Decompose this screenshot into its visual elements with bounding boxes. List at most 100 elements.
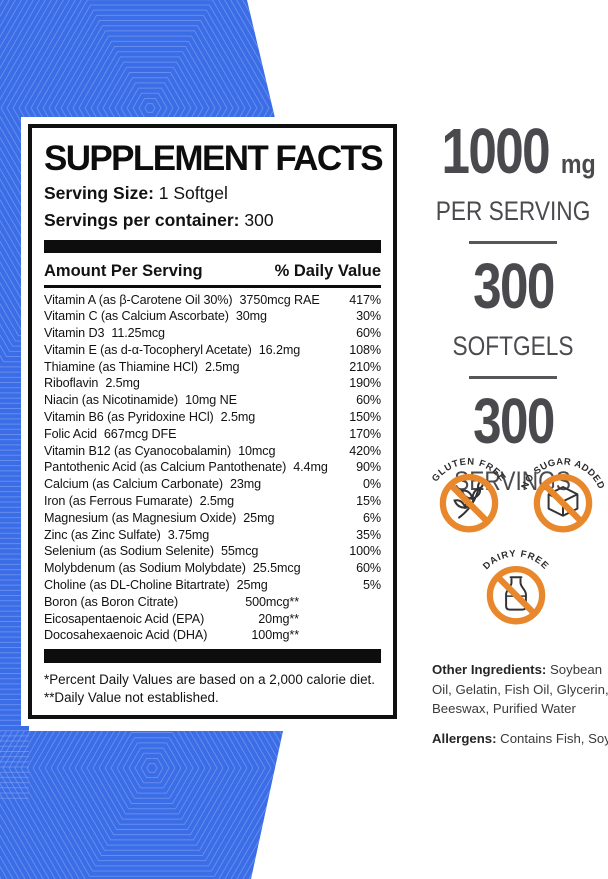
nutrient-daily-value: 90% xyxy=(356,460,381,475)
other-ingredients-text: Other Ingredients: Soybean Oil, Gelatin,… xyxy=(432,660,608,719)
servings-per-container-value: 300 xyxy=(244,210,274,230)
dietary-badges: GLUTEN FREE NO SUGAR ADDED xyxy=(424,450,608,634)
other-ingredients-value: Soybean Oil, Gelatin, Fish Oil, Glycerin… xyxy=(432,662,608,716)
no-slash xyxy=(448,482,490,524)
nutrient-row: Magnesium (as Magnesium Oxide) 25mg 6% xyxy=(44,510,381,527)
separator-bar xyxy=(44,649,381,664)
nutrient-name: Zinc (as Zinc Sulfate) xyxy=(44,527,161,542)
nutrient-row: Vitamin B6 (as Pyridoxine HCl) 2.5mg 150% xyxy=(44,409,381,426)
nutrient-daily-value: 15% xyxy=(356,494,381,509)
nutrient-row: Vitamin A (as β-Carotene Oil 30%) 3750mcg… xyxy=(44,292,381,309)
nutrient-amount: 2.5mg xyxy=(199,494,235,509)
nutrient-row: Zinc (as Zinc Sulfate) 3.75mg 35% xyxy=(44,527,381,544)
nutrient-daily-value: 60% xyxy=(356,326,381,341)
nutrient-row: Vitamin C (as Calcium Ascorbate) 30mg 30% xyxy=(44,308,381,325)
nutrient-rows: Vitamin A (as β-Carotene Oil 30%) 3750mcg… xyxy=(44,292,381,645)
allergens-text: Allergens: Contains Fish, Soy xyxy=(432,729,608,749)
nutrient-amount: 500mcg** xyxy=(245,594,299,609)
panel-title: SUPPLEMENT FACTS xyxy=(44,139,384,178)
nutrient-daily-value: 5% xyxy=(362,578,381,593)
header-rule xyxy=(44,285,381,288)
other-ingredients-label: Other Ingredients: xyxy=(432,662,547,677)
footnote-line: **Daily Value not established. xyxy=(44,690,219,706)
nutrient-name: Vitamin C (as Calcium Ascorbate) xyxy=(44,309,229,324)
nutrient-amount: 2.5mg xyxy=(105,376,140,391)
nutrient-daily-value: 420% xyxy=(349,443,381,458)
nutrient-daily-value: 417% xyxy=(349,292,381,307)
softgels-caption: SOFTGELS xyxy=(452,331,574,361)
per-serving-amount: 1000 xyxy=(441,115,550,187)
nutrient-row: Thiamine (as Thiamine HCl) 2.5mg 210% xyxy=(44,359,381,376)
per-serving-stat: 1000 mg PER SERVING xyxy=(418,115,608,226)
nutrient-row: Vitamin D3 11.25mcg 60% xyxy=(44,325,381,342)
serving-size-label: Serving Size: xyxy=(44,183,154,203)
nutrient-daily-value: 190% xyxy=(349,376,381,391)
softgels-count: 300 xyxy=(472,250,555,322)
per-serving-caption: PER SERVING xyxy=(435,196,591,226)
nutrient-amount: 25mg xyxy=(243,510,275,525)
no-ring xyxy=(486,565,546,625)
servings-count: 300 xyxy=(472,385,555,457)
nutrient-daily-value: 170% xyxy=(349,426,381,441)
softgels-stat: 300 SOFTGELS xyxy=(418,250,608,361)
nutrient-daily-value: 150% xyxy=(349,410,381,425)
nutrient-amount: 20mg** xyxy=(258,611,299,626)
dairy-free-badge: DAIRY FREE xyxy=(481,548,550,625)
nutrient-name: Pantothenic Acid (as Calcium Pantothenat… xyxy=(44,460,287,475)
nutrient-amount: 2.5mg xyxy=(220,410,256,425)
nutrient-name: Choline (as DL-Choline Bitartrate) xyxy=(44,578,230,593)
no-slash xyxy=(542,482,584,524)
nutrient-row: Folic Acid 667mcg DFE 170% xyxy=(44,426,381,443)
nutrient-amount: 3750mcg RAE xyxy=(239,292,320,307)
nutrient-name: Boron (as Boron Citrate) xyxy=(44,594,179,609)
stat-divider xyxy=(469,376,557,379)
no-slash xyxy=(495,574,537,616)
nutrient-amount: 55mcg xyxy=(221,544,259,559)
no-sugar-added-badge: NO SUGAR ADDED xyxy=(519,456,606,533)
serving-size-value: 1 Softgel xyxy=(158,183,228,203)
allergens-label: Allergens: xyxy=(432,730,497,746)
nutrient-row: Riboflavin 2.5mg 190% xyxy=(44,375,381,392)
nutrient-name: Vitamin E (as d-α-Tocopheryl Acetate) xyxy=(44,342,252,357)
nutrient-name: Folic Acid xyxy=(44,426,97,441)
footnote-line: *Percent Daily Values are based on a 2,0… xyxy=(44,672,375,688)
column-headers: Amount Per Serving % Daily Value xyxy=(44,260,381,282)
nutrient-name: Magnesium (as Magnesium Oxide) xyxy=(44,510,237,525)
per-serving-unit: mg xyxy=(560,149,596,179)
bottom-blue-shape xyxy=(0,731,283,879)
nutrient-amount: 25.5mcg xyxy=(252,561,301,576)
supplement-facts-panel: SUPPLEMENT FACTS Serving Size: 1 Softgel… xyxy=(21,117,404,726)
nutrient-daily-value: 100% xyxy=(349,544,381,559)
nutrient-row: Pantothenic Acid (as Calcium Pantothenat… xyxy=(44,459,381,476)
nutrient-amount: 30mg xyxy=(235,309,267,324)
gluten-free-badge: GLUTEN FREE xyxy=(430,456,507,533)
nutrient-row: Eicosapentaenoic Acid (EPA) 20mg** xyxy=(44,611,381,628)
nutrient-daily-value: 30% xyxy=(356,309,381,324)
nutrient-name: Thiamine (as Thiamine HCl) xyxy=(44,359,198,374)
nutrient-name: Vitamin B12 (as Cyanocobalamin) xyxy=(44,443,232,458)
nutrient-name: Calcium (as Calcium Carbonate) xyxy=(44,477,223,492)
nutrient-row: Molybdenum (as Sodium Molybdate) 25.5mcg 6… xyxy=(44,560,381,577)
nutrient-name: Docosahexaenoic Acid (DHA) xyxy=(44,628,208,643)
nutrient-name: Niacin (as Nicotinamide) xyxy=(44,393,179,408)
nutrient-amount: 667mcg DFE xyxy=(103,426,177,441)
nutrient-amount: 2.5mg xyxy=(204,359,240,374)
nutrient-daily-value: 108% xyxy=(349,342,381,357)
nutrient-daily-value: 0% xyxy=(362,477,381,492)
nutrient-row: Vitamin E (as d-α-Tocopheryl Acetate) 16.… xyxy=(44,342,381,359)
no-ring xyxy=(439,473,499,533)
nutrient-name: Vitamin D3 xyxy=(44,326,105,341)
nutrient-name: Molybdenum (as Sodium Molybdate) xyxy=(44,561,246,576)
nutrient-amount: 11.25mcg xyxy=(111,326,165,341)
serving-size-line: Serving Size: 1 Softgel xyxy=(44,180,381,207)
nutrient-row: Calcium (as Calcium Carbonate) 23mg 0% xyxy=(44,476,381,493)
nutrient-row: Boron (as Boron Citrate) 500mcg** xyxy=(44,594,381,611)
no-sugar-added-label: NO SUGAR ADDED xyxy=(519,456,606,491)
nutrient-name: Eicosapentaenoic Acid (EPA) xyxy=(44,611,205,626)
nutrient-row: Vitamin B12 (as Cyanocobalamin) 10mcg 420% xyxy=(44,443,381,460)
nutrient-name: Selenium (as Sodium Selenite) xyxy=(44,544,214,559)
nutrient-amount: 4.4mg xyxy=(293,460,328,475)
stat-divider xyxy=(469,241,557,244)
